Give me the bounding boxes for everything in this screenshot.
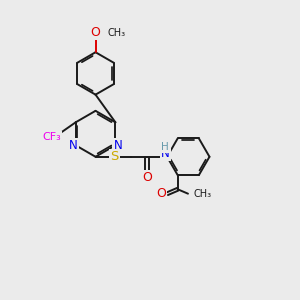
- Text: O: O: [91, 26, 100, 39]
- Text: N: N: [113, 139, 122, 152]
- Text: H: H: [161, 142, 169, 152]
- Text: S: S: [110, 150, 119, 163]
- Text: CH₃: CH₃: [193, 189, 212, 199]
- Text: CH₃: CH₃: [108, 28, 126, 38]
- Text: CF₃: CF₃: [43, 132, 61, 142]
- Text: O: O: [156, 187, 166, 200]
- Text: O: O: [142, 171, 152, 184]
- Text: N: N: [161, 147, 170, 160]
- Text: N: N: [69, 139, 78, 152]
